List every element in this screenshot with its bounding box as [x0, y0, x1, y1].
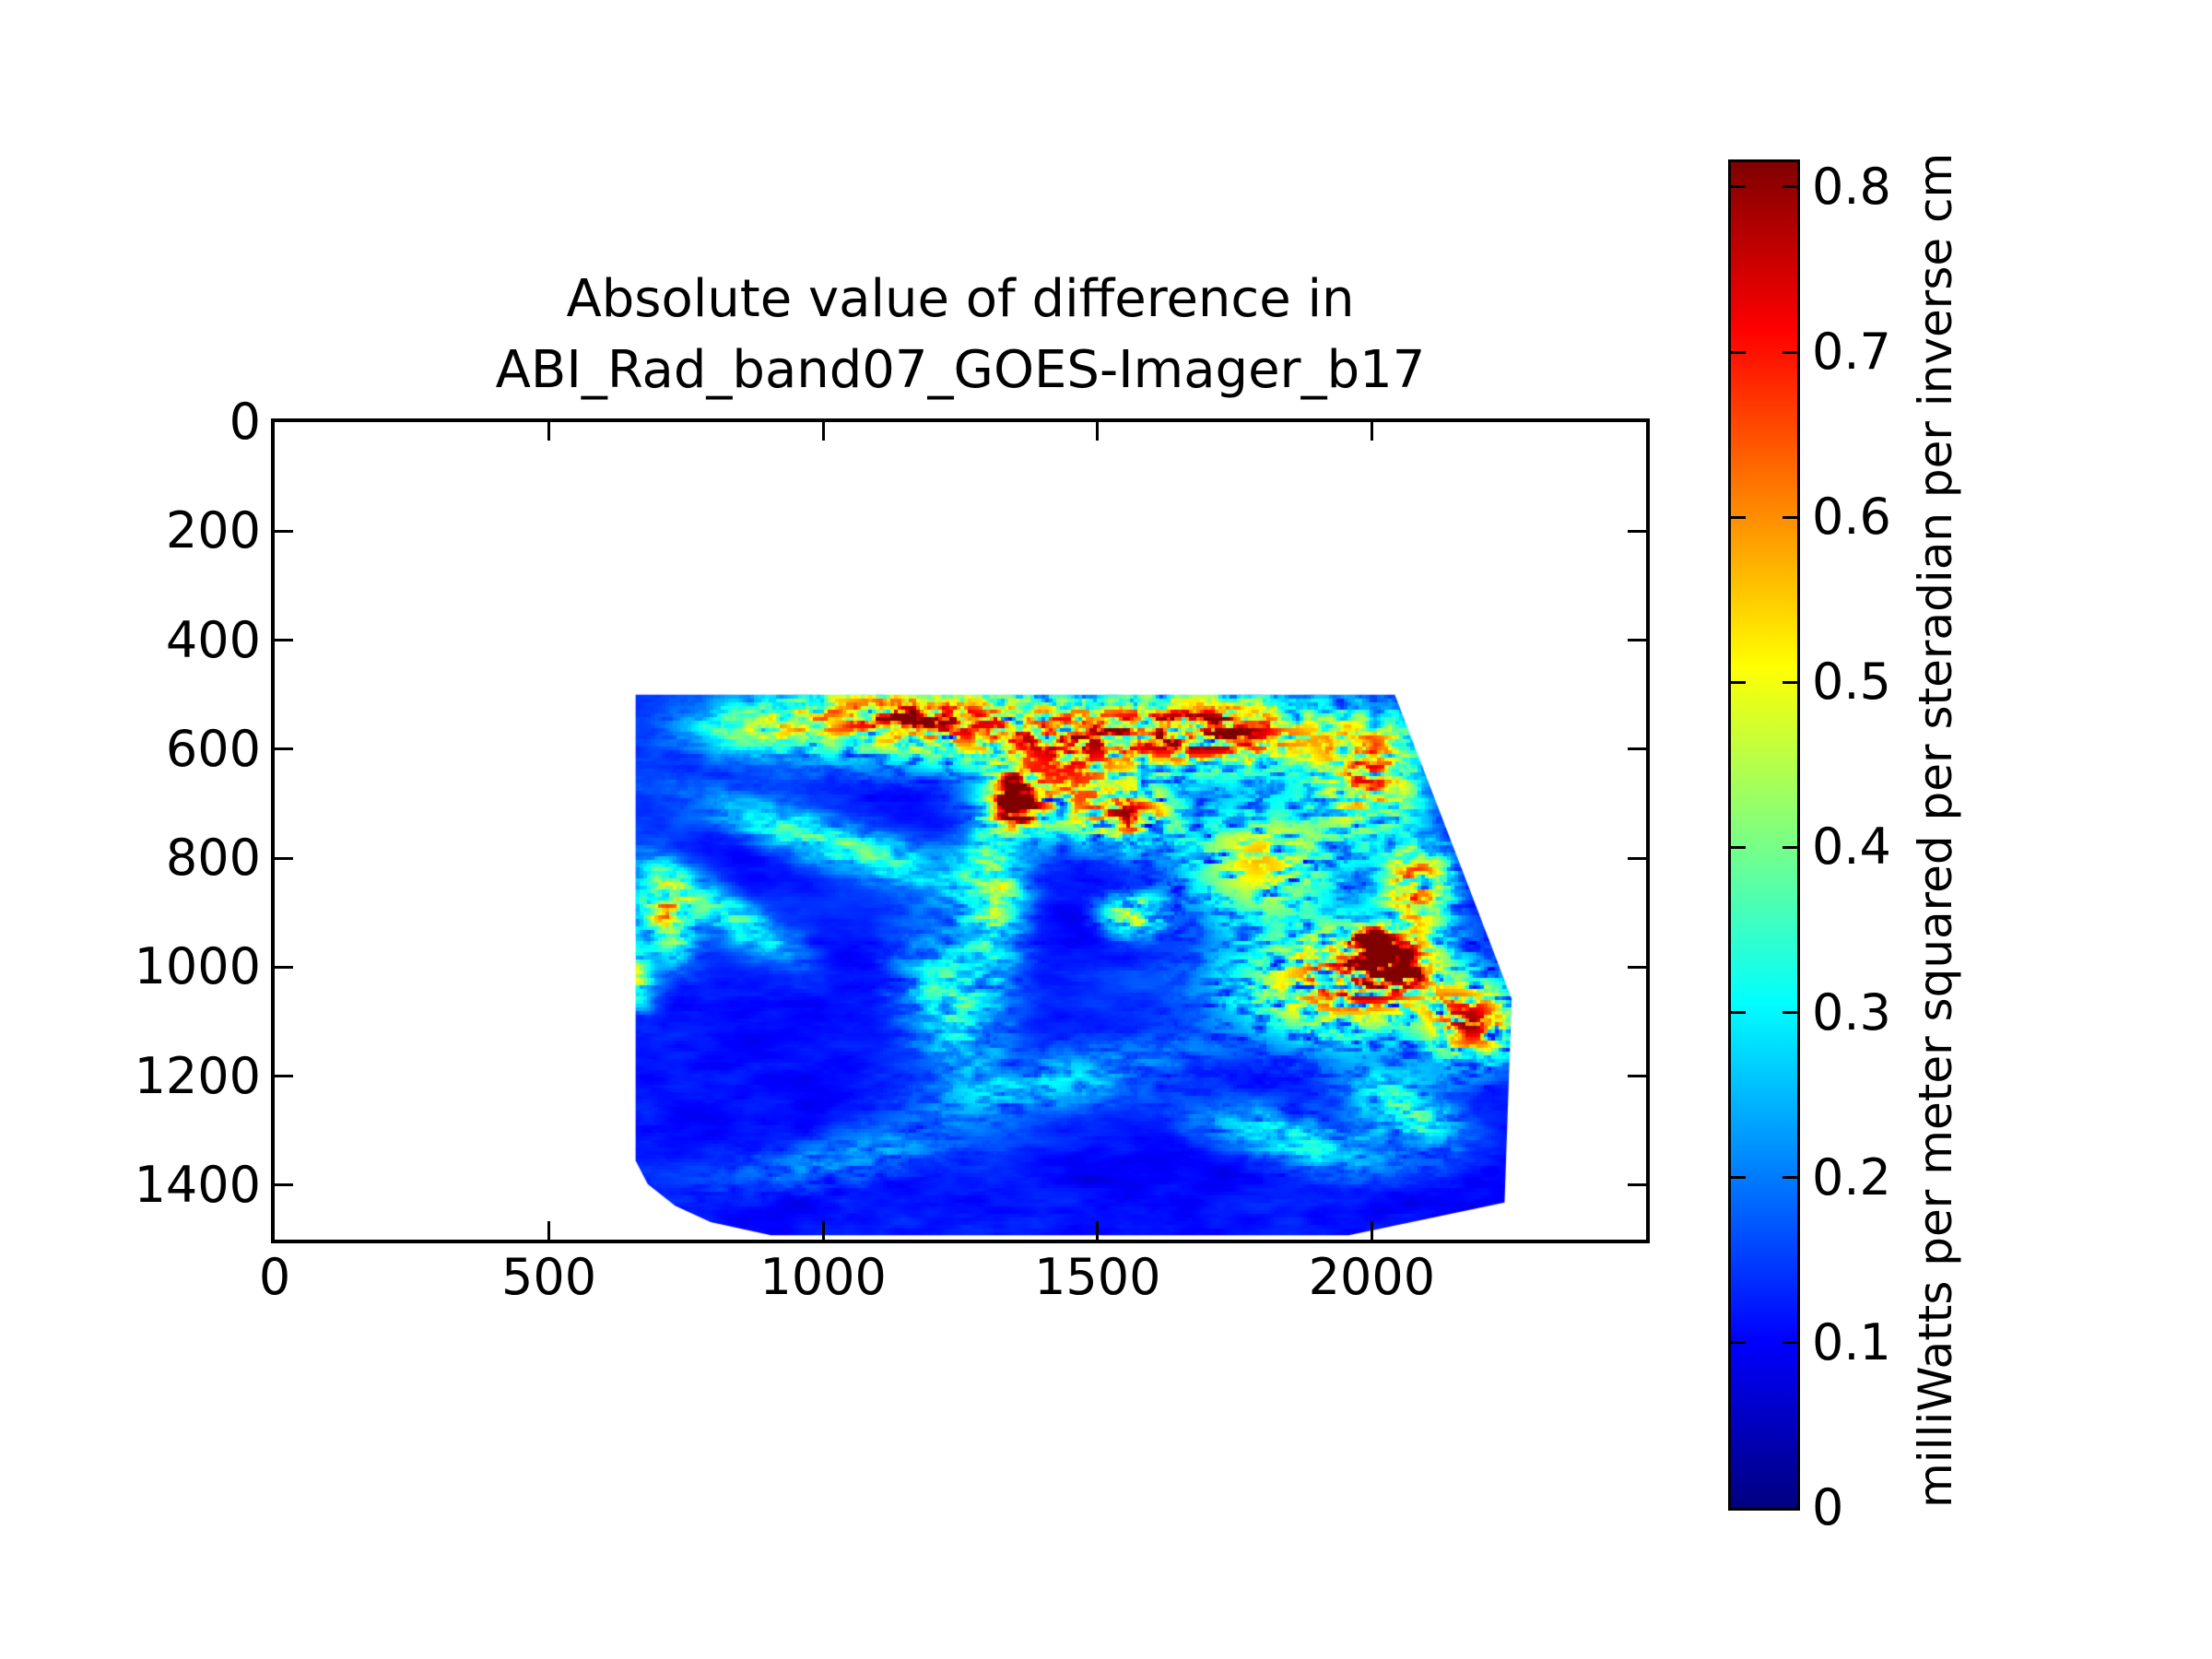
x-tick-mark-bottom	[1370, 1221, 1373, 1240]
heatmap-image	[275, 422, 1646, 1240]
plot-title: Absolute value of difference in ABI_Rad_…	[271, 264, 1650, 406]
y-tick-mark-right	[1628, 965, 1646, 969]
colorbar-tick-mark-right	[1783, 1341, 1797, 1345]
plot-title-line2: ABI_Rad_band07_GOES-Imager_b17	[495, 340, 1426, 400]
y-tick-mark-left	[275, 529, 293, 533]
colorbar-tick-label: 0	[1812, 1478, 1844, 1536]
colorbar	[1728, 159, 1800, 1511]
x-tick-label: 0	[258, 1248, 291, 1306]
x-tick-label: 1000	[759, 1248, 887, 1306]
y-tick-mark-left	[275, 639, 293, 642]
colorbar-tick-label: 0.4	[1812, 818, 1891, 877]
colorbar-tick-mark-left	[1731, 1341, 1746, 1345]
colorbar-tick-label: 0.3	[1812, 982, 1891, 1041]
colorbar-tick-mark-right	[1783, 1011, 1797, 1015]
colorbar-unit-label: milliWatts per meter squared per steradi…	[1909, 152, 1962, 1508]
y-tick-mark-left	[275, 1075, 293, 1078]
plot-title-line1: Absolute value of difference in	[566, 269, 1355, 329]
y-tick-mark-right	[1628, 856, 1646, 860]
y-tick-label: 1400	[134, 1155, 261, 1214]
colorbar-tick-label: 0.8	[1812, 157, 1891, 216]
colorbar-tick-mark-right	[1783, 1176, 1797, 1180]
colorbar-tick-label: 0.5	[1812, 653, 1891, 712]
colorbar-tick-mark-right	[1783, 515, 1797, 519]
y-tick-mark-right	[1628, 529, 1646, 533]
x-tick-mark-top	[821, 422, 825, 441]
x-tick-mark-top	[547, 422, 551, 441]
colorbar-tick-mark-left	[1731, 1011, 1746, 1015]
y-tick-mark-right	[1628, 747, 1646, 751]
y-tick-mark-right	[1628, 639, 1646, 642]
x-tick-label: 1500	[1034, 1248, 1161, 1306]
colorbar-tick-label: 0.1	[1812, 1312, 1891, 1371]
y-tick-label: 1200	[134, 1046, 261, 1105]
colorbar-tick-mark-left	[1731, 515, 1746, 519]
y-tick-mark-left	[275, 747, 293, 751]
y-tick-mark-left	[275, 1183, 293, 1187]
y-tick-label: 800	[165, 829, 261, 888]
colorbar-tick-mark-left	[1731, 680, 1746, 684]
colorbar-tick-mark-left	[1731, 845, 1746, 849]
y-tick-label: 200	[165, 501, 261, 560]
colorbar-tick-mark-left	[1731, 1176, 1746, 1180]
y-tick-label: 1000	[134, 937, 261, 996]
x-tick-mark-top	[1370, 422, 1373, 441]
x-tick-label: 500	[501, 1248, 597, 1306]
x-tick-label: 2000	[1308, 1248, 1436, 1306]
y-tick-mark-right	[1628, 1183, 1646, 1187]
colorbar-tick-mark-right	[1783, 185, 1797, 189]
x-tick-mark-bottom	[821, 1221, 825, 1240]
colorbar-tick-label: 0.6	[1812, 488, 1891, 547]
colorbar-tick-label: 0.7	[1812, 323, 1891, 381]
x-tick-mark-bottom	[1096, 1221, 1100, 1240]
y-tick-label: 0	[229, 393, 261, 451]
y-tick-label: 400	[165, 610, 261, 669]
x-tick-mark-top	[1096, 422, 1100, 441]
colorbar-tick-mark-right	[1783, 350, 1797, 354]
y-tick-label: 600	[165, 719, 261, 778]
y-tick-mark-left	[275, 965, 293, 969]
colorbar-tick-mark-right	[1783, 845, 1797, 849]
colorbar-tick-mark-left	[1731, 350, 1746, 354]
colorbar-tick-mark-left	[1731, 185, 1746, 189]
x-tick-mark-bottom	[547, 1221, 551, 1240]
plot-axes-frame	[271, 418, 1650, 1243]
colorbar-tick-mark-right	[1783, 680, 1797, 684]
colorbar-tick-label: 0.2	[1812, 1147, 1891, 1206]
y-tick-mark-right	[1628, 1075, 1646, 1078]
y-tick-mark-left	[275, 856, 293, 860]
